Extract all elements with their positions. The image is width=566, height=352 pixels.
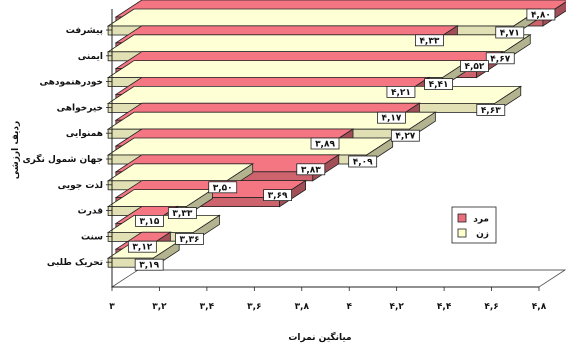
legend: مرد زن [451,206,497,244]
svg-text:۳,۳۳: ۳,۳۳ [172,209,192,219]
x-tick-label: ۳ [109,302,115,312]
data-label-men-تحریک-طلبی: ۳,۱۲ [127,240,157,253]
legend-item-men: مرد [457,213,489,225]
data-label-men-سنت: ۳,۱۵ [135,214,164,227]
svg-text:۴,۲۱: ۴,۲۱ [391,88,411,98]
x-tick-label: ۳,۴ [200,302,215,312]
data-label-men-همنوایی: ۴,۱۷ [377,111,406,124]
category-label: پیشرفت [66,26,103,36]
x-tick-label: ۳,۶ [247,302,261,312]
x-tick-label: ۴,۸ [532,302,547,312]
x-axis-title: میانگین نمرات [288,331,351,343]
data-label-women-تحریک-طلبی: ۳,۱۹ [134,258,164,271]
category-label: تحریک طلبی [47,258,103,268]
svg-text:۳,۶۹: ۳,۶۹ [268,191,288,201]
data-label-women-جهان-شمول-نگری: ۴,۰۹ [348,155,378,168]
y-axis-title: ردیف ارزشی [11,121,21,179]
svg-text:۳,۳۶: ۳,۳۶ [180,235,200,245]
data-label-men-خودرهنمودهی: ۴,۵۲ [460,60,489,72]
category-label: ایمنی [78,52,103,62]
data-label-men-جهان-شمول-نگری: ۳,۸۹ [310,137,340,150]
data-label-women-قدرت: ۳,۳۳ [167,207,197,219]
data-label-men-پیشرفت: ۴,۸۰ [526,8,556,21]
data-label-women-خودرهنمودهی: ۴,۴۱ [424,78,453,90]
data-label-women-سنت: ۳,۳۶ [175,232,204,245]
data-label-men-ایمنی: ۴,۳۳ [415,34,444,46]
svg-text:زن: زن [476,230,489,240]
x-axis: ۳ ۳,۲ ۳,۴ ۳,۶ ۳,۸ ۴ ۴,۲ ۴,۴ ۴,۶ ۴,۸ [109,9,547,312]
category-labels: پیشرفت ایمنی خودرهنمودهی خیرخواهی همنوایی جها… [22,26,112,268]
svg-text:مرد: مرد [473,215,489,225]
svg-text:۴,۷۱: ۴,۷۱ [500,29,520,39]
x-tick-label: ۴,۲ [389,302,404,312]
category-label: لذت جویی [58,181,103,191]
data-label-women-پیشرفت: ۴,۷۱ [495,26,525,39]
category-label: قدرت [78,207,103,217]
data-labels: ۴,۸۰ ۴,۷۱ ۴,۳۳ ۴,۶۷ ۴,۵۲ ۴,۴۱ ۴,۲۱ ۴,۶۳ ۴,۱۷ ۴,۲۷… [127,8,556,271]
x-tick-label: ۳,۸ [295,302,310,312]
data-label-men-لذت-جویی: ۳,۸۳ [296,163,326,175]
svg-text:۴,۱۷: ۴,۱۷ [381,114,401,124]
svg-text:۳,۸۹: ۳,۸۹ [315,140,335,150]
data-label-men-قدرت: ۳,۶۹ [263,189,292,201]
svg-text:۴,۴۱: ۴,۴۱ [429,80,449,90]
data-label-women-لذت-جویی: ۳,۵۰ [208,181,238,193]
category-label: خیرخواهی [57,103,103,113]
x-tick-label: ۴ [346,302,352,312]
svg-text:۴,۶۷: ۴,۶۷ [490,54,510,64]
floor [110,269,566,288]
svg-text:۳,۵۰: ۳,۵۰ [213,183,233,193]
svg-text:۴,۲۷: ۴,۲۷ [395,132,415,142]
x-tick-label: ۳,۲ [152,302,167,312]
svg-text:۳,۱۲: ۳,۱۲ [132,243,152,253]
data-label-women-همنوایی: ۴,۲۷ [390,129,420,142]
svg-text:۳,۸۳: ۳,۸۳ [301,165,321,175]
x-tick-label: ۴,۶ [484,302,498,312]
x-tick-label: ۴,۴ [437,302,452,312]
svg-text:۴,۳۳: ۴,۳۳ [419,36,439,46]
svg-text:۳,۱۵: ۳,۱۵ [140,217,160,227]
category-label: جهان شمول نگری [22,153,103,165]
category-label: همنوایی [66,129,103,139]
svg-text:۴,۶۳: ۴,۶۳ [481,106,501,116]
svg-text:۴,۸۰: ۴,۸۰ [531,11,551,21]
svg-text:۴,۵۲: ۴,۵۲ [465,62,485,72]
svg-text:۳,۱۹: ۳,۱۹ [139,261,159,271]
category-label: سنت [81,232,103,242]
data-label-men-خیرخواهی: ۴,۲۱ [386,86,416,98]
legend-item-women: زن [457,228,489,240]
category-label: خودرهنمودهی [40,78,103,88]
data-label-women-ایمنی: ۴,۶۷ [485,52,515,64]
data-label-women-خیرخواهی: ۴,۶۳ [476,104,506,116]
svg-text:۴,۰۹: ۴,۰۹ [353,158,373,168]
